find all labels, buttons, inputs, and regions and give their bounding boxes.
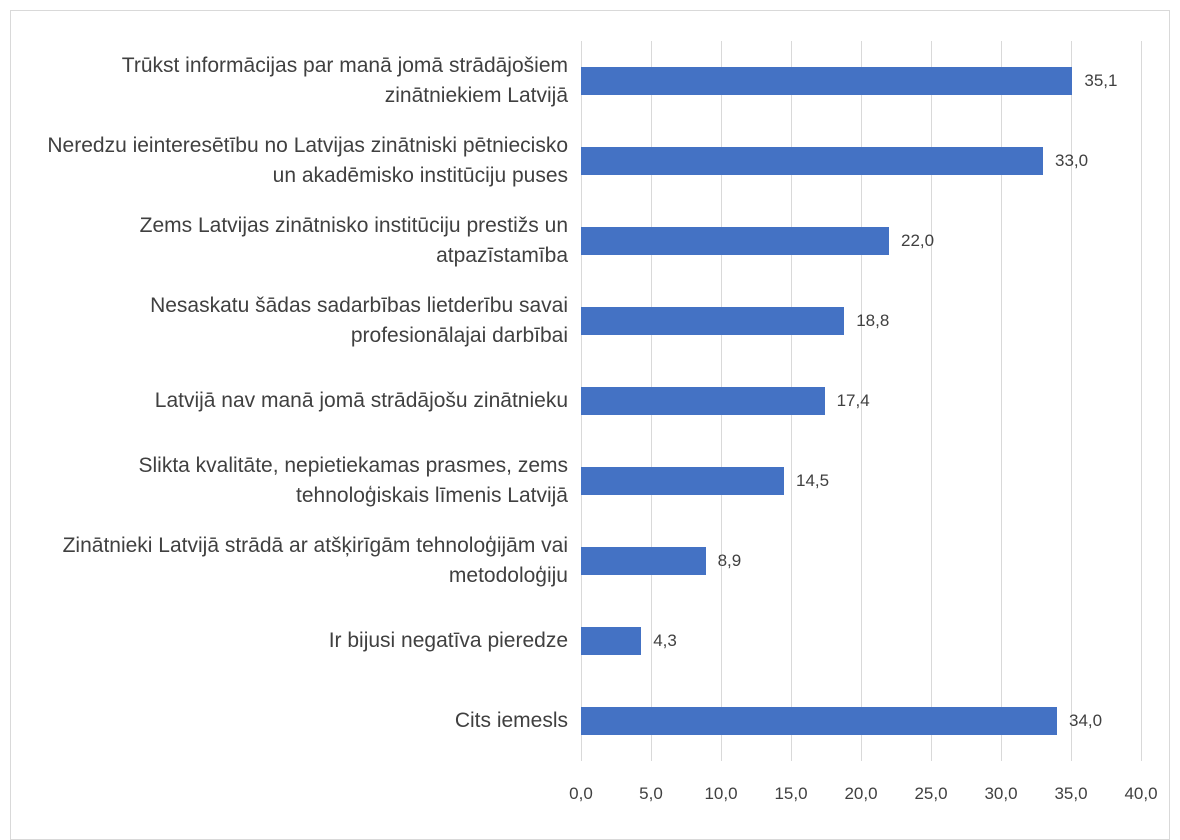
grid-line (861, 41, 862, 761)
bar (581, 307, 845, 335)
chart: 0,0 5,0 10,0 15,0 20,0 25,0 30,0 35,0 40,0 Trūkst… (10, 10, 1170, 840)
category-label: Zinātnieki Latvijā strādā ar atšķirīgām … (62, 534, 568, 587)
category-label: Cits iemesls (454, 709, 568, 732)
grid-line (1141, 41, 1142, 761)
value-label: 33,0 (1055, 151, 1089, 170)
bar (581, 227, 889, 255)
x-tick-label: 25,0 (914, 784, 948, 803)
bar (581, 67, 1073, 95)
category-label: Ir bijusi negatīva pieredze (328, 629, 568, 652)
bar (581, 627, 642, 655)
grid-line (1071, 41, 1072, 761)
x-tick-label: 0,0 (569, 784, 593, 803)
value-label: 22,0 (901, 231, 935, 250)
bar (581, 467, 784, 495)
category-label: Nesaskatu šādas sadarbības lietderību sa… (150, 294, 568, 347)
grid-line (931, 41, 932, 761)
value-label: 8,9 (717, 551, 742, 570)
x-tick-label: 30,0 (984, 784, 1018, 803)
x-tick-label: 35,0 (1054, 784, 1088, 803)
value-label: 35,1 (1084, 71, 1118, 90)
category-label: Zems Latvijas zinātnisko institūciju pre… (139, 214, 568, 267)
bar (581, 147, 1043, 175)
bar (581, 547, 706, 575)
value-label: 34,0 (1069, 711, 1103, 730)
category-label: Slikta kvalitāte, nepietiekamas prasmes,… (138, 454, 568, 507)
value-label: 14,5 (796, 471, 830, 490)
category-label: Latvijā nav manā jomā strādājošu zinātni… (154, 389, 568, 412)
x-tick-label: 20,0 (844, 784, 878, 803)
x-tick-label: 15,0 (774, 784, 808, 803)
category-label: Neredzu ieinteresētību no Latvijas zināt… (47, 134, 568, 187)
category-label: Trūkst informācijas par manā jomā strādā… (121, 54, 568, 107)
value-label: 17,4 (836, 391, 870, 410)
value-label: 18,8 (856, 311, 890, 330)
bar (581, 707, 1057, 735)
x-tick-label: 5,0 (639, 784, 663, 803)
x-tick-label: 40,0 (1124, 784, 1158, 803)
grid-line (1001, 41, 1002, 761)
x-tick-label: 10,0 (704, 784, 738, 803)
bar (581, 387, 825, 415)
value-label: 4,3 (653, 631, 677, 650)
